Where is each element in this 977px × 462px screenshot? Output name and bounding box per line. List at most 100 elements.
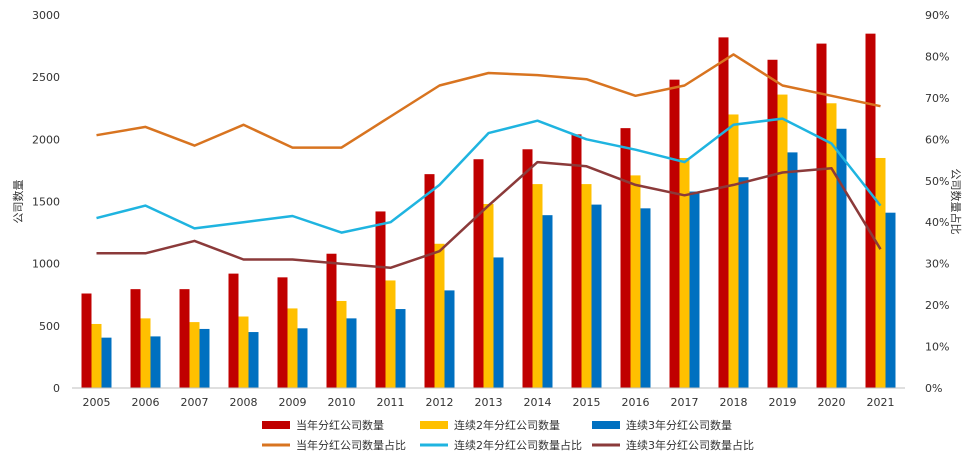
bar — [532, 184, 543, 388]
bar — [326, 253, 337, 388]
x-tick-label: 2013 — [475, 396, 503, 409]
x-tick-label: 2011 — [377, 396, 405, 409]
line-group — [96, 53, 882, 270]
right-tick-label: 50% — [925, 175, 949, 188]
legend-swatch — [262, 421, 290, 429]
x-tick-label: 2005 — [83, 396, 111, 409]
bar — [591, 204, 602, 388]
bar — [875, 157, 886, 388]
bar — [581, 184, 592, 388]
legend-swatch — [420, 421, 448, 429]
x-tick-label: 2020 — [818, 396, 846, 409]
left-tick-label: 3000 — [32, 9, 60, 22]
bar — [336, 300, 347, 388]
right-tick-label: 40% — [925, 216, 949, 229]
bar — [277, 277, 288, 388]
left-tick-label: 500 — [39, 320, 60, 333]
bar — [238, 316, 249, 388]
left-tick-label: 0 — [53, 382, 60, 395]
bar — [885, 212, 896, 388]
legend-swatch — [592, 421, 620, 429]
left-axis-title: 公司数量 — [12, 180, 25, 224]
right-tick-label: 90% — [925, 9, 949, 22]
bar — [189, 322, 200, 388]
bar — [767, 59, 778, 388]
bar — [130, 289, 141, 388]
right-axis-title: 公司数量占比 — [949, 169, 963, 235]
x-tick-label: 2012 — [426, 396, 454, 409]
bar — [865, 33, 876, 389]
bar — [826, 103, 837, 388]
legend-label: 当年分红公司数量 — [296, 418, 384, 432]
bar — [630, 175, 641, 388]
bar — [640, 208, 651, 388]
bar — [424, 174, 435, 388]
x-tick-label: 2007 — [181, 396, 209, 409]
bar — [669, 79, 680, 389]
bar-group — [81, 33, 896, 389]
legend-label: 连续2年分红公司数量 — [454, 418, 560, 432]
bar — [395, 309, 406, 388]
series-line — [96, 160, 882, 270]
bar — [571, 134, 582, 388]
bar — [689, 191, 700, 388]
left-tick-label: 1000 — [32, 258, 60, 271]
bar — [522, 149, 533, 388]
right-tick-label: 10% — [925, 341, 949, 354]
right-tick-label: 70% — [925, 92, 949, 105]
bar — [473, 159, 484, 388]
bar — [287, 308, 298, 388]
bar — [346, 318, 357, 388]
bar — [199, 328, 210, 388]
left-tick-label: 1500 — [32, 196, 60, 209]
bar — [150, 336, 161, 388]
x-tick-label: 2015 — [573, 396, 601, 409]
bar — [718, 37, 729, 388]
right-tick-label: 80% — [925, 50, 949, 63]
legend-label: 连续3年分红公司数量 — [626, 418, 732, 432]
bar — [738, 177, 749, 388]
bar — [620, 128, 631, 389]
bar — [493, 257, 504, 388]
bar — [542, 215, 553, 388]
bar — [179, 289, 190, 388]
bar — [728, 114, 739, 388]
x-tick-label: 2014 — [524, 396, 552, 409]
bar — [81, 293, 92, 388]
bar — [385, 280, 396, 388]
right-tick-label: 20% — [925, 299, 949, 312]
bar — [787, 152, 798, 388]
bar — [228, 273, 239, 388]
x-tick-label: 2018 — [720, 396, 748, 409]
left-tick-label: 2000 — [32, 133, 60, 146]
x-tick-label: 2010 — [328, 396, 356, 409]
x-axis-ticks: 2005 2006 2007 2008 2009 2010 2011 2012 2013 2014… — [83, 396, 895, 409]
x-tick-label: 2008 — [230, 396, 258, 409]
x-tick-label: 2019 — [769, 396, 797, 409]
legend-label: 连续2年分红公司数量占比 — [454, 438, 582, 452]
bar — [483, 203, 494, 388]
x-tick-label: 2006 — [132, 396, 160, 409]
bar — [836, 128, 847, 388]
bar — [297, 328, 308, 388]
series-line — [96, 53, 881, 149]
right-axis-ticks: 0% 10% 20% 30% 40% 50% 60% 70% 80% 90% — [925, 9, 949, 395]
bar — [248, 332, 259, 388]
bar — [91, 323, 102, 388]
right-tick-label: 0% — [925, 382, 942, 395]
bar — [816, 43, 827, 388]
bar — [679, 157, 690, 388]
left-tick-label: 2500 — [32, 71, 60, 84]
bar — [444, 290, 455, 388]
bar — [777, 94, 788, 388]
x-tick-label: 2009 — [279, 396, 307, 409]
legend-label: 连续3年分红公司数量占比 — [626, 438, 754, 452]
series-line — [96, 117, 882, 234]
x-tick-label: 2021 — [867, 396, 895, 409]
x-tick-label: 2017 — [671, 396, 699, 409]
bar — [434, 243, 445, 388]
right-tick-label: 30% — [925, 258, 949, 271]
bar — [101, 337, 112, 388]
